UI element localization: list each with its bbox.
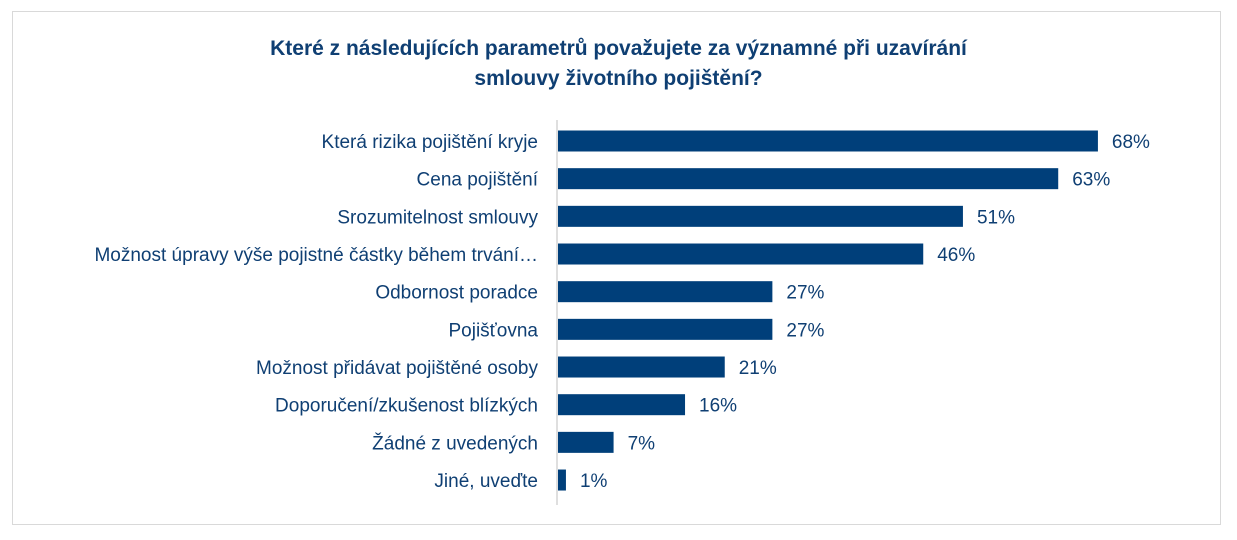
value-label: 63%: [1072, 170, 1110, 191]
bar: [558, 130, 1098, 152]
category-label: Cena pojištění: [417, 170, 539, 191]
bar: [558, 318, 773, 340]
chart-title-line-2: smlouvy životního pojištění?: [474, 67, 763, 90]
bars: [558, 130, 1098, 491]
chart-title: Které z následujících parametrů považuje…: [0, 34, 1237, 94]
value-label: 27%: [786, 283, 824, 304]
chart-frame: [12, 11, 1221, 525]
category-label: Doporučení/zkušenost blízkých: [275, 396, 538, 417]
category-label: Možnost úpravy výše pojistné částky běhe…: [94, 245, 538, 266]
bar: [558, 394, 686, 416]
category-labels: Která rizika pojištění kryje Cena pojiště…: [94, 132, 538, 492]
category-label: Žádné z uvedených: [372, 432, 538, 454]
bar: [558, 168, 1059, 190]
value-label: 1%: [580, 471, 608, 492]
category-label: Odbornost poradce: [375, 283, 538, 304]
chart-title-line-1: Které z následujících parametrů považuje…: [270, 37, 967, 60]
value-label: 68%: [1112, 132, 1150, 153]
value-label: 27%: [786, 320, 824, 341]
value-label: 46%: [937, 245, 975, 266]
category-label: Která rizika pojištění kryje: [322, 132, 538, 153]
bar: [558, 356, 725, 378]
bar: [558, 205, 963, 227]
category-label: Jiné, uveďte: [434, 471, 538, 492]
category-label: Možnost přidávat pojištěné osoby: [256, 358, 538, 379]
bar: [558, 469, 566, 491]
value-label: 16%: [699, 396, 737, 417]
value-label: 51%: [977, 207, 1015, 228]
bar: [558, 281, 773, 303]
value-labels: 68%63% 51%46% 27% 27% 21%16% 7% 1%: [580, 132, 1150, 492]
value-label: 7%: [628, 433, 656, 454]
bar: [558, 431, 614, 453]
category-label: Pojišťovna: [448, 320, 538, 341]
category-label: Srozumitelnost smlouvy: [337, 207, 538, 228]
bar: [558, 243, 924, 265]
value-label: 21%: [739, 358, 777, 379]
